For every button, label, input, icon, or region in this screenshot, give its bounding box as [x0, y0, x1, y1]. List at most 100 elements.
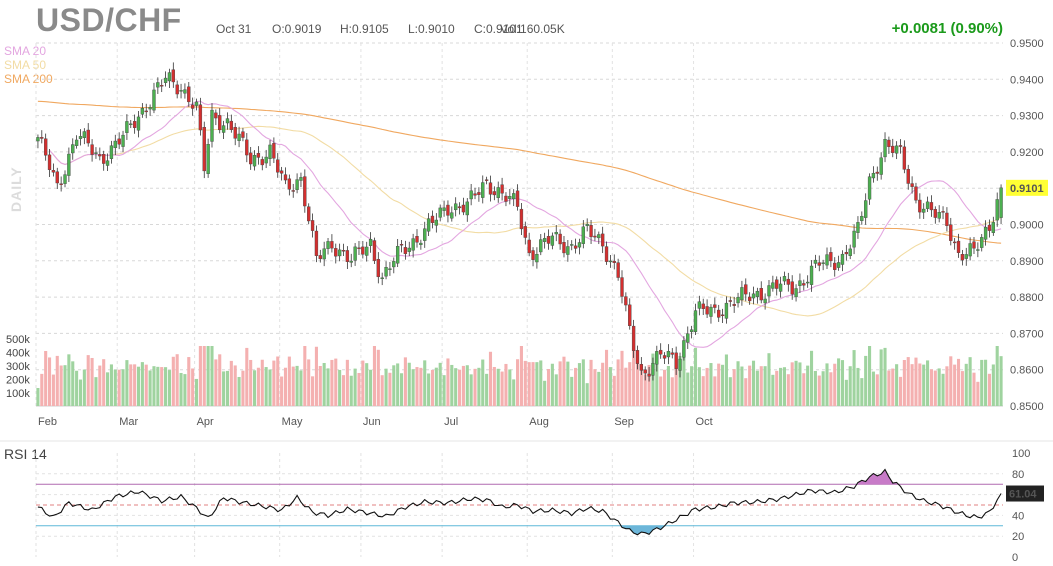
volume-bar — [318, 366, 322, 406]
volume-bar — [214, 359, 218, 406]
volume-bar — [307, 359, 311, 406]
volume-bar — [194, 378, 199, 406]
candle-body — [805, 281, 810, 284]
volume-bar — [198, 346, 202, 406]
volume-bar — [550, 363, 554, 406]
volume-bar — [976, 381, 980, 406]
candle-body — [47, 154, 52, 170]
volume-bar — [148, 370, 152, 406]
candle-body — [519, 208, 524, 230]
volume-bar — [256, 367, 260, 406]
candle-body — [36, 137, 40, 142]
candle-body — [221, 125, 226, 133]
volume-bar — [276, 356, 280, 406]
candle-body — [933, 209, 937, 218]
candle-body — [662, 355, 667, 359]
candle-body — [829, 252, 833, 262]
volume-bar — [75, 370, 79, 406]
volume-bar — [848, 366, 852, 406]
volume-bar — [481, 359, 485, 406]
low-value: L:0.9010 — [408, 22, 455, 36]
volume-tick-label: 300k — [6, 361, 30, 373]
candle-body — [496, 187, 500, 198]
candle-body — [674, 352, 678, 369]
volume-bar — [160, 367, 164, 406]
volume-bar — [63, 365, 67, 406]
last-price-label: 0.9101 — [1010, 183, 1044, 195]
candle-body — [473, 193, 477, 196]
candle-body — [686, 333, 690, 343]
volume-bar — [152, 366, 156, 406]
volume-bar — [941, 373, 945, 406]
volume-bar — [504, 363, 508, 406]
candle-body — [132, 121, 137, 128]
candle-body — [349, 260, 353, 263]
volume-bar — [349, 375, 353, 406]
candle-body — [697, 301, 702, 309]
month-label: May — [282, 416, 303, 428]
volume-bar — [295, 365, 299, 406]
volume-bar — [51, 374, 55, 406]
candle-body — [419, 242, 423, 245]
candle-body — [624, 296, 628, 306]
volume-bar — [71, 361, 75, 406]
candle-body — [125, 121, 129, 133]
candle-body — [365, 246, 369, 256]
volume-bar — [171, 356, 175, 406]
candle-body — [341, 250, 346, 252]
volume-bar — [721, 364, 725, 406]
candle-body — [59, 183, 63, 185]
candle-body — [334, 248, 338, 257]
volume-bar — [338, 369, 342, 406]
candle-body — [330, 241, 334, 249]
candle-body — [318, 255, 322, 260]
volume-bar — [98, 365, 102, 406]
candle-body — [952, 241, 957, 244]
price-tick-label: 0.8500 — [1010, 401, 1044, 413]
volume-bar — [539, 360, 543, 406]
volume-bar — [438, 362, 442, 406]
candle-body — [987, 224, 992, 231]
candle-body — [809, 265, 814, 285]
volume-bar — [678, 355, 682, 406]
candle-body — [736, 296, 740, 304]
volume-bar — [164, 367, 168, 406]
volume-bar — [311, 376, 315, 406]
candle-body — [983, 226, 988, 240]
volume-bar — [999, 356, 1003, 406]
candle-body — [825, 254, 829, 266]
candle-body — [457, 206, 462, 209]
candle-body — [922, 208, 926, 213]
volume-bar — [786, 374, 790, 406]
volume-bar — [485, 373, 489, 406]
volume-bar — [268, 369, 272, 406]
candle-body — [550, 235, 555, 246]
volume-bar — [380, 375, 384, 406]
volume-bar — [469, 374, 473, 406]
volume-bar — [798, 362, 802, 406]
candle-body — [887, 139, 891, 147]
candle-body — [782, 276, 787, 282]
volume-bar — [457, 369, 462, 406]
volume-bar — [90, 357, 94, 406]
volume-bar — [461, 365, 465, 406]
candle-body — [190, 104, 195, 109]
rsi-overbought-fill — [857, 469, 897, 485]
candle-body — [287, 178, 292, 190]
candle-body — [775, 279, 779, 289]
candle-body — [94, 152, 98, 154]
candle-body — [554, 232, 558, 235]
candle-body — [728, 300, 732, 302]
candle-body — [639, 364, 644, 371]
volume-bar — [724, 354, 728, 406]
candle-body — [763, 298, 767, 304]
volume-bar — [864, 355, 868, 406]
rsi-tick-label: 80 — [1012, 469, 1024, 481]
volume-bar — [968, 357, 972, 406]
volume-bar — [577, 363, 582, 406]
volume-bar — [40, 373, 44, 406]
volume-bar — [167, 370, 171, 406]
volume-bar — [403, 357, 407, 406]
candle-body — [821, 262, 825, 264]
candle-body — [218, 115, 222, 131]
